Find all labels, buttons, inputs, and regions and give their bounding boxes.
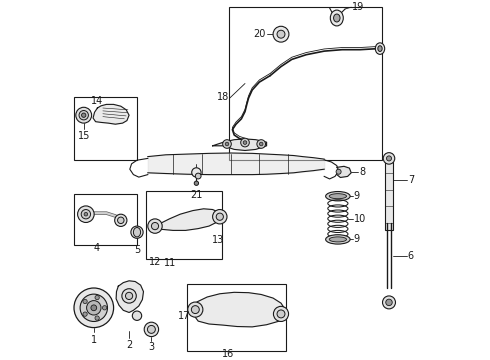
Ellipse shape <box>326 192 350 201</box>
Text: 7: 7 <box>408 175 414 185</box>
Text: 16: 16 <box>221 349 234 359</box>
Circle shape <box>76 107 92 123</box>
Text: 6: 6 <box>408 251 414 261</box>
Text: 21: 21 <box>190 190 202 200</box>
Ellipse shape <box>329 194 346 199</box>
Circle shape <box>102 306 107 310</box>
Text: 3: 3 <box>148 342 154 352</box>
Bar <box>385 162 393 230</box>
Bar <box>187 284 286 351</box>
Ellipse shape <box>133 228 141 237</box>
Text: 10: 10 <box>354 213 366 224</box>
Circle shape <box>74 288 114 328</box>
Ellipse shape <box>334 14 340 22</box>
Ellipse shape <box>375 43 385 54</box>
Ellipse shape <box>378 46 382 51</box>
Circle shape <box>243 141 247 144</box>
Bar <box>229 7 382 160</box>
Circle shape <box>222 140 231 148</box>
Circle shape <box>80 294 107 321</box>
Text: 11: 11 <box>164 258 176 268</box>
Circle shape <box>277 310 285 318</box>
Circle shape <box>196 173 201 179</box>
Circle shape <box>95 295 99 300</box>
Text: 5: 5 <box>134 245 140 255</box>
Polygon shape <box>337 166 351 177</box>
Circle shape <box>386 299 392 306</box>
Text: 19: 19 <box>352 2 365 12</box>
Circle shape <box>225 142 229 146</box>
Circle shape <box>77 206 94 222</box>
Circle shape <box>151 222 159 230</box>
Circle shape <box>87 301 101 315</box>
Text: 17: 17 <box>178 311 190 321</box>
Text: 14: 14 <box>91 96 103 106</box>
Text: 20: 20 <box>253 29 266 39</box>
Circle shape <box>144 322 159 337</box>
Ellipse shape <box>383 153 395 164</box>
Circle shape <box>192 306 199 314</box>
Text: 9: 9 <box>354 191 360 201</box>
Text: 2: 2 <box>126 340 132 350</box>
Circle shape <box>216 213 223 220</box>
Circle shape <box>383 296 395 309</box>
Circle shape <box>336 169 341 174</box>
Polygon shape <box>116 281 144 312</box>
Circle shape <box>81 210 91 219</box>
Polygon shape <box>93 104 129 124</box>
Circle shape <box>257 140 266 148</box>
Text: 12: 12 <box>148 257 161 267</box>
Ellipse shape <box>326 235 350 244</box>
Circle shape <box>132 311 142 320</box>
Circle shape <box>83 312 87 316</box>
Circle shape <box>84 212 88 216</box>
Circle shape <box>259 142 263 146</box>
Circle shape <box>188 302 203 317</box>
Circle shape <box>241 138 249 147</box>
Circle shape <box>387 156 392 161</box>
Circle shape <box>277 30 285 38</box>
Circle shape <box>83 299 87 303</box>
Circle shape <box>147 325 155 333</box>
Circle shape <box>273 306 289 321</box>
Text: 4: 4 <box>94 243 100 253</box>
Circle shape <box>148 219 162 233</box>
Bar <box>146 191 221 259</box>
Bar <box>74 194 137 245</box>
Polygon shape <box>213 139 267 150</box>
Polygon shape <box>192 292 285 327</box>
Circle shape <box>194 181 198 185</box>
Text: 9: 9 <box>354 234 360 244</box>
Circle shape <box>91 305 97 311</box>
Circle shape <box>125 292 133 300</box>
Text: 13: 13 <box>212 235 224 245</box>
Circle shape <box>213 210 227 224</box>
Circle shape <box>273 26 289 42</box>
Bar <box>74 97 137 160</box>
Polygon shape <box>154 209 220 230</box>
Ellipse shape <box>329 237 346 242</box>
Ellipse shape <box>330 10 343 26</box>
Circle shape <box>122 289 136 303</box>
Text: 8: 8 <box>359 167 365 177</box>
Circle shape <box>79 111 88 120</box>
Text: 15: 15 <box>77 131 90 141</box>
Circle shape <box>118 217 124 224</box>
Circle shape <box>192 168 201 177</box>
Circle shape <box>81 113 86 117</box>
Text: 18: 18 <box>217 92 229 102</box>
Text: 1: 1 <box>91 335 97 345</box>
Circle shape <box>131 226 143 238</box>
Circle shape <box>95 316 99 320</box>
Circle shape <box>115 214 127 226</box>
